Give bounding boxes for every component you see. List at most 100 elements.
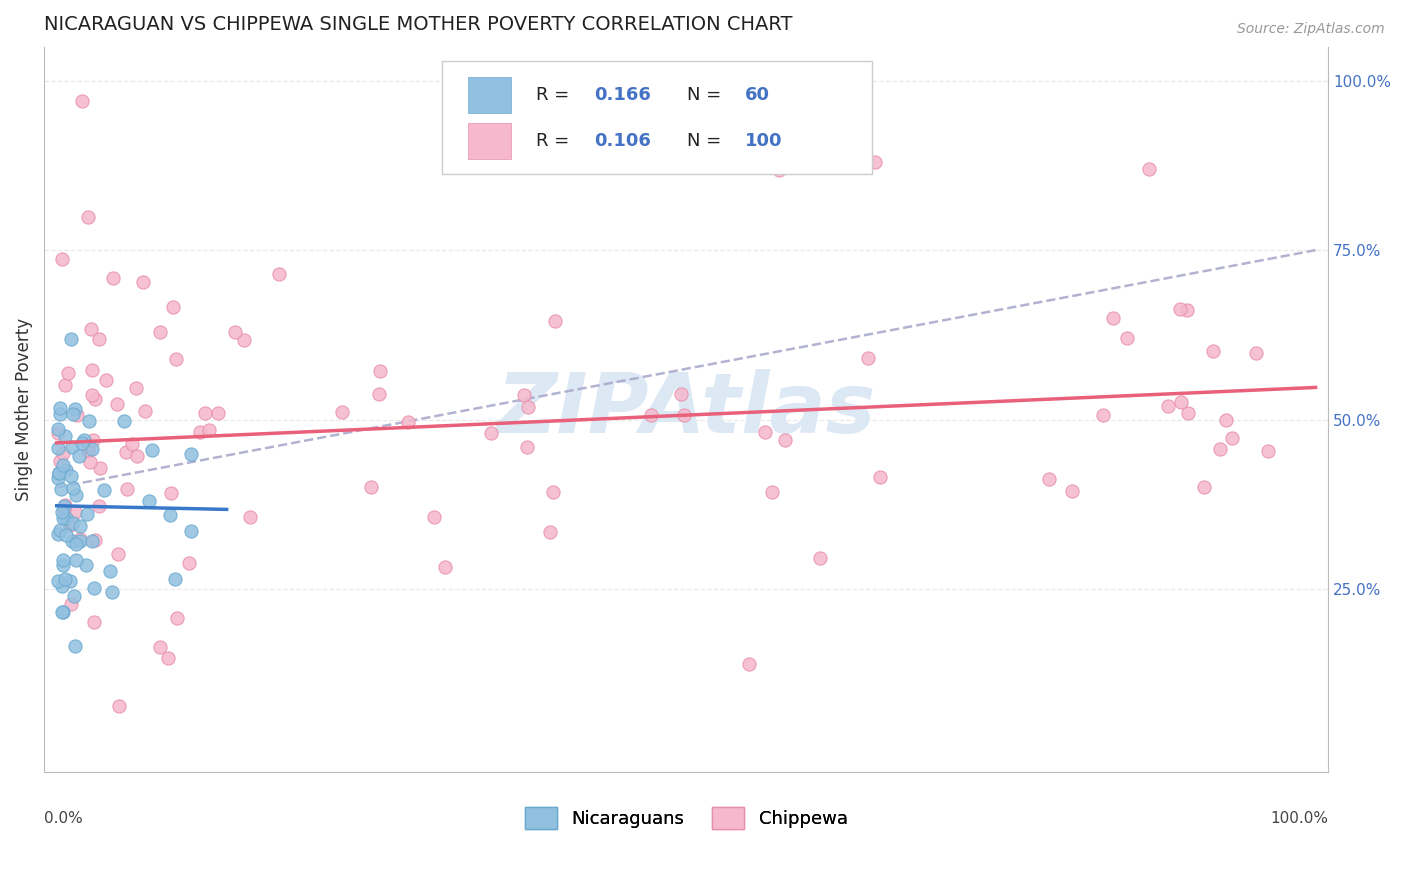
Point	[134, 404, 156, 418]
Point	[77, 438, 100, 452]
Point	[738, 657, 761, 671]
Point	[149, 640, 172, 654]
Point	[72, 436, 94, 450]
Point	[66, 409, 89, 423]
Point	[517, 401, 540, 415]
Point	[49, 523, 72, 537]
Point	[49, 482, 72, 496]
Point	[1038, 473, 1060, 487]
Point	[159, 508, 181, 522]
Point	[59, 332, 82, 346]
Point	[434, 560, 457, 574]
Point	[516, 440, 538, 454]
Point	[180, 447, 202, 461]
Point	[224, 325, 246, 339]
Point	[810, 550, 832, 565]
Point	[479, 426, 502, 441]
Point	[79, 322, 101, 336]
Point	[83, 533, 105, 547]
Point	[65, 553, 87, 567]
Point	[83, 615, 105, 629]
Point	[768, 162, 790, 177]
Point	[1156, 399, 1178, 413]
Point	[188, 425, 211, 440]
Text: 60: 60	[745, 87, 770, 104]
Point	[93, 483, 115, 497]
Point	[761, 484, 783, 499]
Point	[48, 466, 70, 480]
Point	[62, 441, 84, 455]
Point	[82, 442, 104, 456]
Point	[332, 405, 354, 419]
Point	[112, 414, 135, 428]
Point	[538, 525, 561, 540]
Point	[65, 537, 87, 551]
Point	[82, 433, 104, 447]
Point	[62, 589, 84, 603]
Point	[69, 533, 91, 547]
Point	[79, 454, 101, 468]
Y-axis label: Single Mother Poverty: Single Mother Poverty	[15, 318, 32, 501]
Legend: Nicaraguans, Chippewa: Nicaraguans, Chippewa	[517, 799, 855, 836]
Point	[46, 441, 69, 455]
Point	[83, 581, 105, 595]
Point	[52, 458, 75, 472]
Point	[62, 407, 84, 421]
Point	[754, 425, 776, 439]
Point	[1102, 311, 1125, 326]
Point	[46, 422, 69, 436]
Point	[69, 519, 91, 533]
Point	[640, 408, 662, 422]
Point	[1192, 479, 1215, 493]
Point	[1201, 344, 1223, 359]
Point	[87, 499, 110, 513]
Point	[513, 387, 536, 401]
FancyBboxPatch shape	[468, 123, 512, 159]
Point	[544, 314, 567, 328]
Point	[1177, 406, 1199, 420]
Point	[163, 573, 186, 587]
Point	[51, 579, 73, 593]
Text: ZIPAtlas: ZIPAtlas	[496, 369, 876, 450]
Point	[89, 461, 111, 475]
Point	[149, 326, 172, 340]
Point	[62, 481, 84, 495]
Point	[69, 533, 91, 548]
Point	[48, 467, 70, 481]
Point	[59, 597, 82, 611]
Point	[669, 387, 692, 401]
Point	[56, 366, 79, 380]
Point	[115, 483, 138, 497]
Point	[1175, 303, 1198, 318]
Point	[105, 396, 128, 410]
Point	[46, 527, 69, 541]
Point	[115, 445, 138, 459]
Point	[49, 401, 72, 415]
Point	[1060, 484, 1083, 499]
Point	[63, 505, 86, 519]
Point	[53, 499, 76, 513]
Point	[1115, 331, 1137, 345]
Point	[107, 547, 129, 561]
Point	[869, 470, 891, 484]
Text: NICARAGUAN VS CHIPPEWA SINGLE MOTHER POVERTY CORRELATION CHART: NICARAGUAN VS CHIPPEWA SINGLE MOTHER POV…	[44, 15, 793, 34]
Point	[138, 494, 160, 508]
Point	[59, 574, 82, 588]
Point	[52, 605, 75, 619]
Point	[52, 445, 75, 459]
Point	[180, 524, 202, 539]
Point	[67, 449, 90, 463]
Point	[194, 406, 217, 420]
Point	[73, 434, 96, 448]
Point	[108, 698, 131, 713]
Point	[53, 499, 76, 513]
Point	[80, 533, 103, 548]
Point	[863, 155, 886, 169]
FancyBboxPatch shape	[468, 77, 512, 113]
Text: 0.166: 0.166	[593, 87, 651, 104]
Text: R =: R =	[536, 87, 575, 104]
Point	[141, 442, 163, 457]
Point	[53, 377, 76, 392]
Point	[100, 564, 122, 578]
Point	[51, 505, 73, 519]
